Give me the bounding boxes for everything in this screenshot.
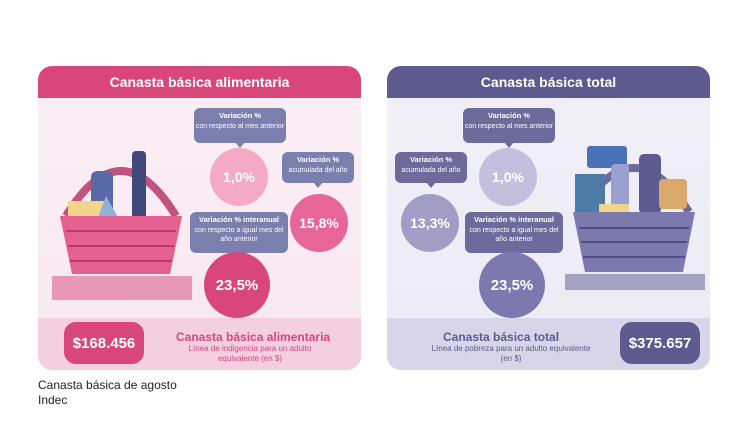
footer-subtitle: Línea de indigencia para un adulto equiv… [188,344,312,363]
year-variation-label: Variación % acumulada del año [282,152,354,188]
tag-title: Variación % interanual [198,215,280,224]
interannual-variation-label: Variación % interanual con respecto a ig… [190,212,288,258]
image-caption: Canasta básica de agosto Indec [38,378,177,408]
tag-title: Variación % [296,155,340,164]
year-variation-value: 15,8% [290,194,348,252]
interannual-variation-value: 23,5% [479,252,545,318]
caption-credit: Indec [38,393,68,407]
footer-subtitle: Línea de pobreza para un adulto equivale… [431,344,591,363]
monthly-variation-label: Variación % con respecto al mes anterior [194,108,286,148]
tag-subtitle: con respecto a igual mes del año anterio… [194,227,284,243]
monthly-variation-label: Variación % con respecto al mes anterior [463,108,555,148]
panel-canasta-alimentaria: Canasta básica alimentaria Variación % c… [38,66,361,370]
interannual-variation-label: Variación % interanual con respecto a ig… [465,212,563,258]
monthly-variation-value: 1,0% [210,148,268,206]
tag-subtitle: con respecto a igual mes del año anterio… [469,227,559,243]
price-badge: $168.456 [64,322,144,364]
tag-title: Variación % [218,111,262,120]
tag-title: Variación % interanual [473,215,555,224]
year-variation-value: 13,3% [401,194,459,252]
tag-subtitle: acumulada del año [288,167,348,174]
footer-title: Canasta básica alimentaria [176,330,331,344]
food-basket-illustration [52,151,192,300]
tag-subtitle: con respecto al mes anterior [464,123,554,130]
monthly-variation-value: 1,0% [479,148,537,206]
footer-title: Canasta básica total [443,330,560,344]
goods-basket-illustration [565,146,705,290]
caption-line: Canasta básica de agosto [38,378,177,392]
year-variation-label: Variación % acumulada del año [395,152,467,188]
panel-title: Canasta básica alimentaria [38,66,361,98]
tag-title: Variación % [487,111,531,120]
tag-subtitle: con respecto al mes anterior [195,123,285,130]
panel-canasta-total: Canasta básica total Variación % con res… [387,66,710,370]
tag-title: Variación % [409,155,453,164]
price-badge: $375.657 [620,322,700,364]
panel-title: Canasta básica total [387,66,710,98]
tag-subtitle: acumulada del año [401,167,461,174]
interannual-variation-value: 23,5% [204,252,270,318]
